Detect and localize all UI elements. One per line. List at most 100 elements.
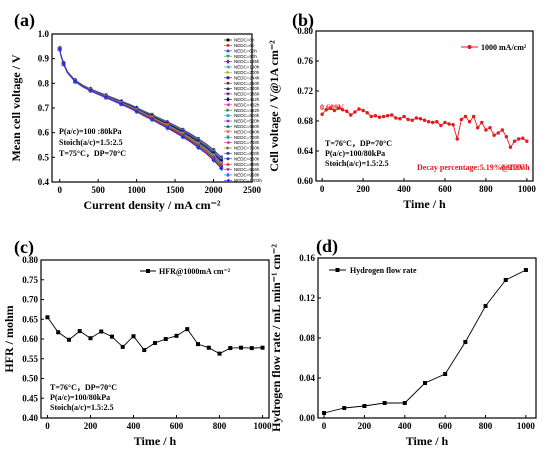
legend-marker xyxy=(226,86,230,90)
x-tick-label: 0 xyxy=(45,421,50,431)
data-point xyxy=(451,123,455,127)
legend-marker xyxy=(226,172,230,178)
data-point xyxy=(103,95,108,100)
x-tick-label: 200 xyxy=(358,421,372,431)
legend-marker xyxy=(226,102,230,107)
data-point xyxy=(443,372,448,376)
data-point xyxy=(422,381,427,385)
data-point xyxy=(120,344,125,349)
x-tick-label: 600 xyxy=(438,421,452,431)
data-point xyxy=(174,333,179,338)
data-point xyxy=(373,114,378,118)
series-line xyxy=(323,269,527,414)
legend-marker xyxy=(226,48,230,53)
x-tick-labels: 0 200 400 600 800 1000 xyxy=(45,415,272,431)
data-point xyxy=(342,406,347,410)
data-point xyxy=(142,348,147,353)
y-tick-label: 0.9 xyxy=(38,54,50,64)
x-tick-label: 1500 xyxy=(166,185,185,195)
decay-percentage-label: Decay percentage:5.19%@1003h xyxy=(417,163,530,172)
data-point xyxy=(422,118,427,122)
data-point xyxy=(99,329,104,334)
data-point xyxy=(77,329,82,334)
data-point xyxy=(196,145,200,150)
legend-marker xyxy=(226,54,230,59)
y-tick-label: 0.60 xyxy=(22,334,38,344)
data-point xyxy=(119,101,123,107)
legend-entry: NEDC=412h xyxy=(234,97,260,102)
data-point xyxy=(394,116,398,120)
data-point xyxy=(149,117,154,122)
x-tick-label: 800 xyxy=(479,184,493,194)
x-tick-label: 0 xyxy=(320,184,325,194)
data-point xyxy=(153,340,157,345)
data-point xyxy=(185,327,190,332)
y-axis-label: HFR / mohm xyxy=(2,305,16,372)
annotations: P(a/c)=100 :80kPa Stoich(a/c)=1.5:2.5 T=75… xyxy=(59,127,126,158)
legend-marker xyxy=(226,124,230,128)
data-point xyxy=(165,125,169,130)
legend-marker xyxy=(226,44,230,47)
annotation: T=76°C，DP=70°C xyxy=(50,383,117,392)
data-point xyxy=(109,334,114,339)
data-point xyxy=(492,133,496,137)
data-point xyxy=(418,117,423,121)
panel-d: 0 200 400 600 800 1000 0.00 0.04 0.08 0.12 0.16 Tim… xyxy=(269,236,537,448)
data-point xyxy=(504,135,509,139)
y-tick-label: 0.08 xyxy=(299,333,315,343)
legend-marker xyxy=(226,134,230,140)
legend-marker xyxy=(226,59,230,64)
start-voltage-label: 0.689V xyxy=(320,103,344,112)
y-axis-label: Mean cell voltage / V xyxy=(9,54,23,161)
annotation: P(a/c)=100 :80kPa xyxy=(59,127,122,136)
data-point xyxy=(463,340,468,344)
legend-marker xyxy=(335,268,340,272)
data-point xyxy=(196,342,201,347)
x-tick-label: 800 xyxy=(213,421,227,431)
y-tick-label: 0.5 xyxy=(38,152,50,162)
end-voltage-label: 0.653V xyxy=(501,163,525,172)
data-point xyxy=(435,120,439,124)
legend-marker xyxy=(226,81,230,85)
series-group xyxy=(57,45,224,172)
panel-c: 0 200 400 600 800 1000 0.40 0.45 0.50 0.55 0.60 0.6… xyxy=(2,237,272,448)
legend-marker xyxy=(226,162,230,166)
series-line xyxy=(59,48,222,169)
data-point xyxy=(443,120,447,125)
legend-entry: NEDC=958h xyxy=(234,173,260,178)
data-point xyxy=(206,345,211,350)
x-tick-label: 600 xyxy=(170,421,184,431)
data-point xyxy=(406,117,410,122)
panel-b: 0 200 400 600 800 1000 0.60 0.64 0.68 0.72 0.76 0.8… xyxy=(267,10,536,211)
data-point xyxy=(322,411,327,415)
legend-entry: NEDC=0h xyxy=(234,38,255,43)
x-tick-labels: 0 200 400 600 800 1000 xyxy=(320,178,536,194)
data-point xyxy=(163,337,168,341)
legend-entry: NEDC=200h xyxy=(234,70,260,75)
legend-marker xyxy=(226,92,230,96)
data-point xyxy=(476,126,480,130)
data-point xyxy=(463,114,468,119)
data-point xyxy=(66,337,71,342)
data-point xyxy=(228,346,233,351)
data-point xyxy=(362,404,367,408)
legend-entry: NEDC=90h xyxy=(234,54,257,59)
legend-entry: NEDC=482h xyxy=(234,108,260,113)
data-point xyxy=(345,109,349,113)
legend-marker xyxy=(226,146,230,150)
data-point xyxy=(500,128,504,132)
legend: NEDC=0hNEDC=6hNEDC=60hNEDC=90hNEDC=185hN… xyxy=(224,38,262,183)
x-tick-label: 400 xyxy=(397,184,411,194)
legend-marker xyxy=(146,269,150,273)
legend-entry: NEDC=1003h xyxy=(234,178,262,183)
annotation: P(a/c)=100/80kPa xyxy=(50,393,110,402)
legend-entry: NEDC=190h xyxy=(234,65,260,70)
data-point xyxy=(134,109,139,114)
legend-marker xyxy=(226,130,230,134)
data-point xyxy=(402,401,407,405)
legend-marker xyxy=(226,108,230,113)
x-tick-label: 1000 xyxy=(128,185,147,195)
x-tick-label: 0 xyxy=(57,185,62,195)
legend-entry: NEDC=800h xyxy=(234,151,260,156)
data-point xyxy=(377,115,382,119)
